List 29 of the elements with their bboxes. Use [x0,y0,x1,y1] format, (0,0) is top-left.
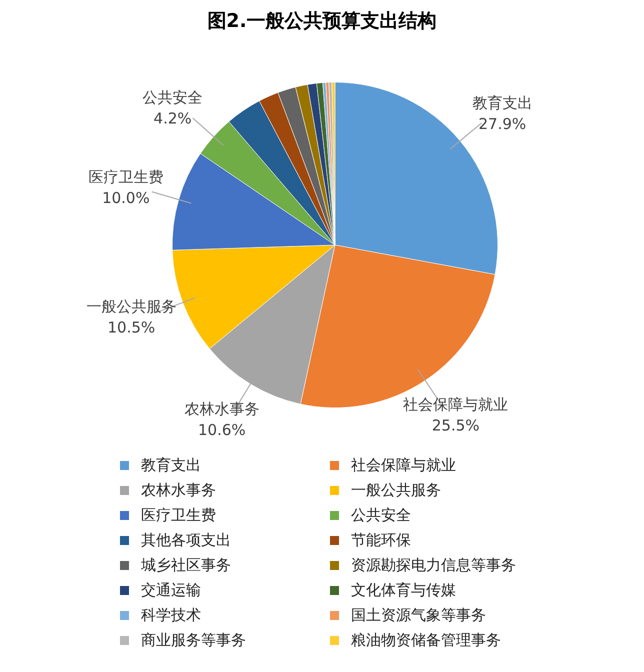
legend-label: 粮油物资储备管理事务 [351,631,501,650]
legend-label: 交通运输 [141,581,201,600]
legend-label: 文化体育与传媒 [351,581,456,600]
legend-label: 科学技术 [141,606,201,625]
data-label: 27.9% [478,114,526,133]
legend-label: 国土资源气象等事务 [351,606,486,625]
legend-label: 节能环保 [351,531,411,550]
slice-label: 一般公共服务 [86,297,176,316]
data-label: 10.0% [102,188,150,207]
legend-label: 商业服务等事务 [141,631,246,650]
legend-label: 资源勘探电力信息等事务 [351,556,516,575]
legend-label: 城乡社区事务 [141,556,231,575]
legend-label: 公共安全 [351,506,411,525]
data-label: 10.6% [198,420,246,439]
slice-label: 教育支出 [472,94,532,112]
legend-label: 农林水事务 [141,481,216,500]
slice-label: 农林水事务 [184,400,260,418]
chart-title: 图2.一般公共预算支出结构 [206,9,438,34]
legend-label: 教育支出 [141,456,201,475]
slice-label: 公共安全 [142,88,203,107]
slice-label: 社会保障与就业 [403,395,508,414]
data-label: 25.5% [432,416,480,434]
data-label: 4.2% [154,110,192,128]
slice-label: 医疗卫生费 [88,168,164,186]
legend-label: 社会保障与就业 [351,456,456,475]
legend-label: 医疗卫生费 [141,506,216,525]
legend-label: 其他各项支出 [141,531,231,550]
data-label: 10.5% [107,318,156,336]
legend-label: 一般公共服务 [351,481,441,500]
